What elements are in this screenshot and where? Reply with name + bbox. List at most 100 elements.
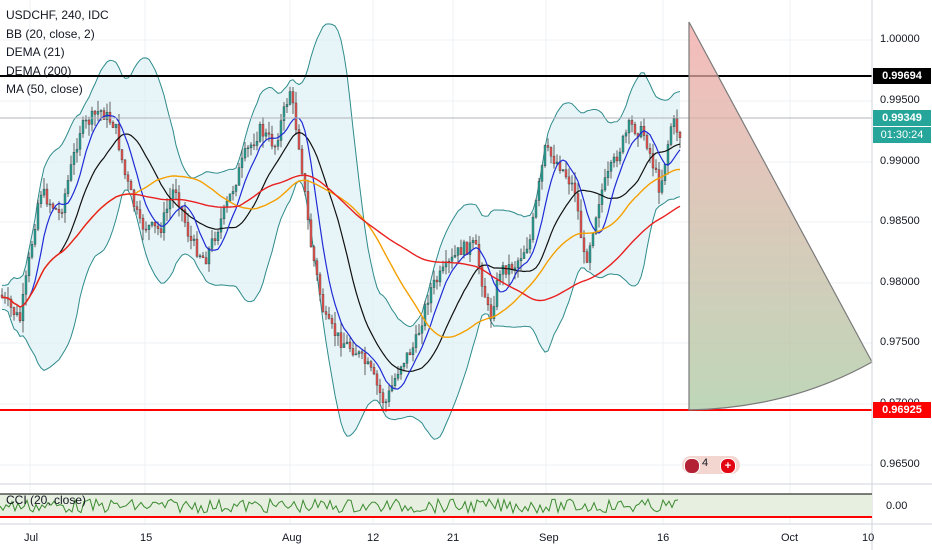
candle-body [495, 280, 499, 307]
candle-body [612, 156, 616, 163]
dema200-line [1, 174, 681, 308]
candle-body [363, 352, 367, 364]
candle-body [459, 247, 463, 256]
candle-body [546, 145, 550, 148]
candle-body [324, 311, 328, 315]
candle-body [96, 111, 100, 115]
candle-body [201, 255, 205, 258]
candle-body [189, 235, 193, 241]
candle-body [435, 279, 439, 283]
legend-dema21[interactable]: DEMA (21) [6, 45, 65, 59]
candle-body [342, 343, 346, 348]
candle-body [564, 169, 568, 178]
bollinger-basis [1, 131, 681, 373]
legend-ma50[interactable]: MA (50, close) [6, 82, 83, 96]
candle-body [87, 119, 91, 125]
candle-body [195, 238, 199, 257]
candle-body [462, 241, 466, 256]
candle-body [45, 188, 49, 205]
bar-countdown-tag: 01:30:24 [873, 127, 931, 143]
candle-body [378, 384, 382, 393]
candle-body [567, 176, 571, 185]
candle-body [18, 312, 22, 322]
candle-body [573, 182, 577, 194]
candle-body [579, 210, 583, 239]
candle-body [114, 123, 118, 128]
cci-line [0, 497, 679, 515]
price-tick: 0.99500 [880, 94, 920, 106]
candle-body [129, 181, 133, 191]
candle-body [75, 149, 79, 153]
candle-body [297, 129, 301, 150]
candle-body [99, 110, 103, 112]
candle-body [285, 104, 289, 107]
candle-body [675, 118, 679, 133]
candle-body [516, 260, 520, 269]
candle-body [102, 110, 106, 120]
candle-body [150, 221, 154, 226]
candle-body [582, 237, 586, 253]
candle-body [267, 132, 271, 135]
candle-body [273, 145, 277, 148]
candle-body [69, 164, 73, 181]
candle-body [657, 169, 661, 193]
candle-body [183, 209, 187, 223]
date-label: 21 [447, 532, 460, 544]
candle-body [264, 132, 268, 137]
candle-body [456, 247, 460, 256]
projection-fan[interactable] [688, 21, 873, 411]
date-label: Jul [24, 532, 39, 544]
candle-body [417, 332, 421, 335]
candle-body [393, 378, 397, 386]
candle-body [51, 203, 55, 209]
candle-body [534, 200, 538, 218]
candle-body [300, 148, 304, 174]
candle-body [231, 191, 235, 195]
candle-body [252, 144, 256, 147]
candle-body [609, 162, 613, 172]
cci-legend[interactable]: CCI (20, close) [6, 493, 87, 507]
candle-body [135, 206, 139, 210]
candle-body [327, 314, 331, 319]
legend-bb[interactable]: BB (20, close, 2) [6, 26, 95, 41]
candle-body [126, 174, 130, 182]
candle-body [348, 341, 352, 349]
candle-body [465, 241, 469, 255]
candle-body [402, 363, 406, 368]
candle-body [291, 91, 295, 104]
candle-body [138, 209, 142, 219]
candle-body [471, 240, 475, 244]
bollinger-upper [1, 23, 681, 328]
candle-body [588, 245, 592, 263]
candle-body [441, 266, 445, 272]
price-tick: 0.96500 [880, 458, 920, 470]
candle-body [123, 159, 127, 176]
candle-body [174, 189, 178, 193]
candle-body [321, 294, 325, 312]
date-label: Oct [781, 532, 799, 544]
candle-body [66, 180, 70, 194]
candle-body [474, 240, 478, 245]
candle-body [345, 341, 349, 344]
candle-body [279, 120, 283, 141]
candle-body [438, 270, 442, 283]
legend-symbol[interactable]: USDCHF, 240, IDC [6, 8, 109, 22]
candle-body [144, 228, 148, 231]
candle-body [555, 161, 559, 164]
candle-body [237, 167, 241, 186]
candle-body [366, 361, 370, 364]
economic-events-badge[interactable]: 4 + [682, 456, 740, 474]
price-tick: 0.98500 [880, 215, 920, 227]
candle-body [60, 212, 64, 214]
legend-dema200[interactable]: DEMA (200) [6, 63, 72, 78]
candle-body [33, 229, 37, 245]
candle-body [552, 155, 556, 164]
candle-body [357, 351, 361, 355]
candle-body [666, 144, 670, 165]
candle-body [162, 212, 166, 233]
candle-body [165, 208, 169, 213]
candle-body [198, 255, 202, 258]
candle-body [621, 135, 625, 153]
candle-body [24, 275, 28, 295]
